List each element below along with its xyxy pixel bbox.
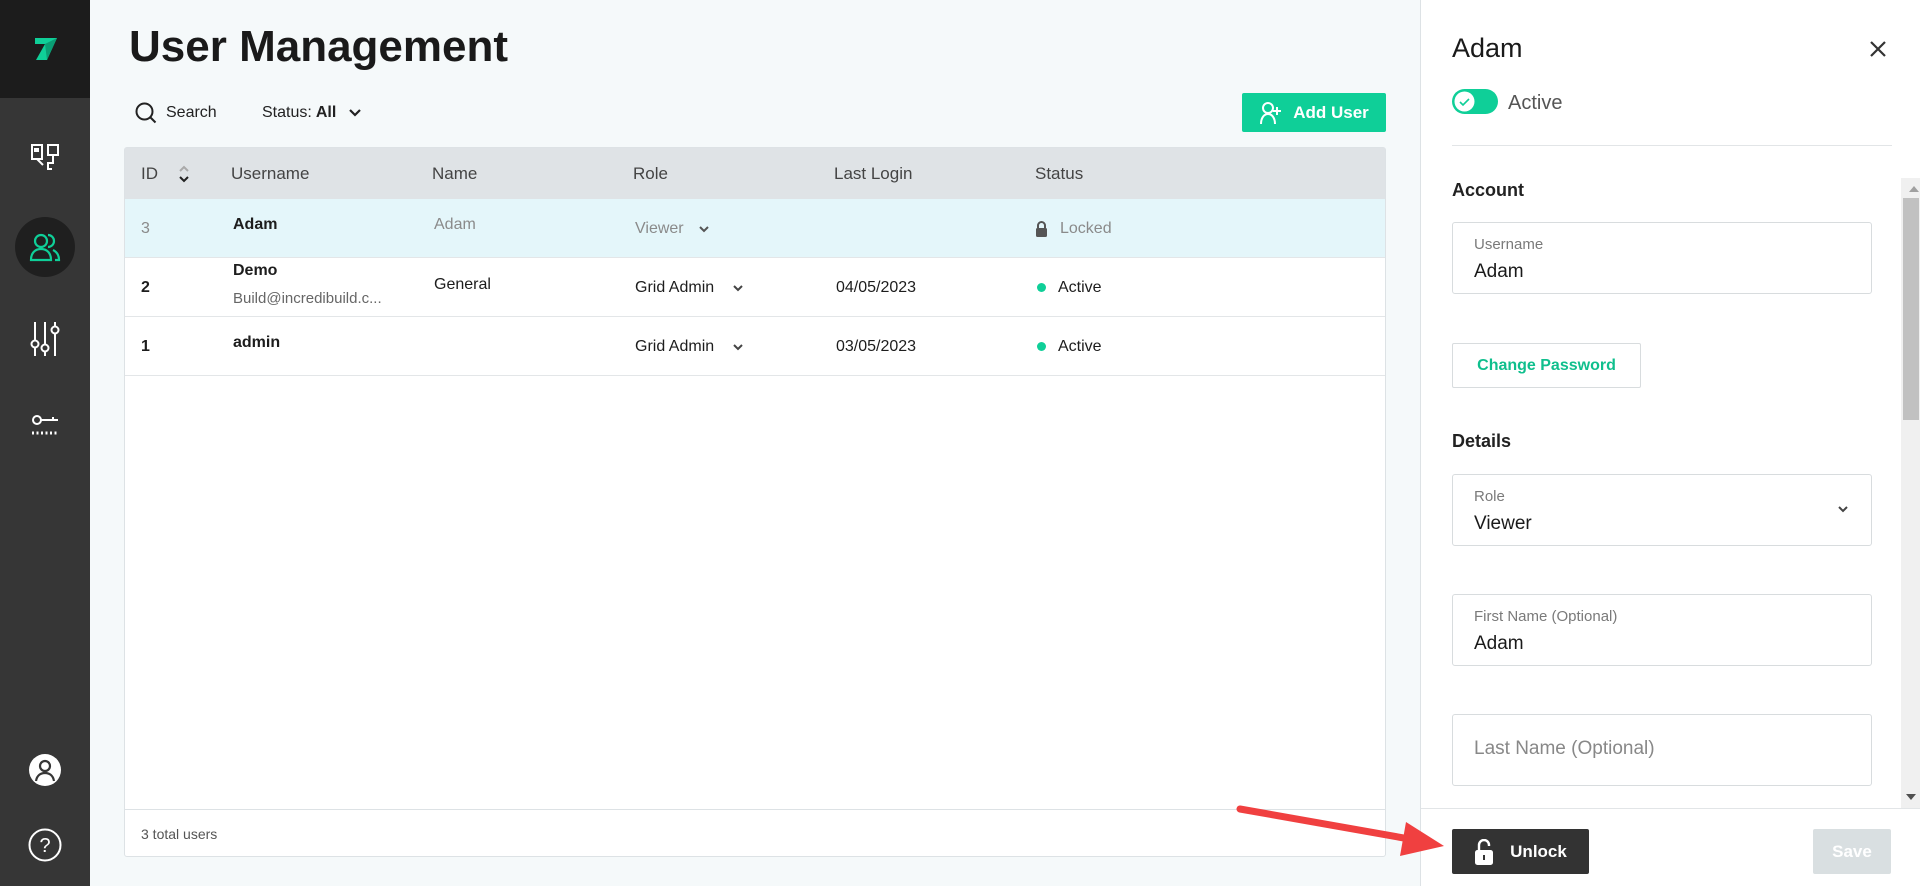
panel-title: Adam [1452,33,1523,63]
details-heading: Details [1452,431,1512,451]
column-header-last-login: Last Login [834,164,913,183]
active-dot-icon [1037,283,1046,292]
help-icon: ? [28,828,62,862]
username-value: Adam [1474,261,1524,282]
chevron-down-icon [698,225,709,232]
cell-username: Demo [233,262,278,279]
svg-text:?: ? [39,835,50,857]
logo-icon [35,38,57,60]
close-icon[interactable] [1869,40,1887,58]
cell-name: General [434,275,491,293]
username-label: Username [1474,236,1544,253]
role-dropdown[interactable]: Grid Admin [635,258,744,317]
column-header-username: Username [231,164,310,183]
status-filter-label: Status: [262,104,312,121]
divider [1421,808,1920,809]
scroll-down-icon[interactable] [1906,794,1916,800]
settings-sliders-icon [30,322,60,356]
save-button[interactable]: Save [1813,829,1891,874]
divider [1452,145,1892,146]
cell-username: admin [233,333,281,351]
sort-icon[interactable] [177,163,191,185]
scrollbar-thumb[interactable] [1903,198,1919,420]
username-field[interactable]: Username Adam [1452,222,1872,294]
table-header: ID Username Name Role Last Login Status [125,148,1385,199]
sidebar-item-profile[interactable] [0,740,90,800]
role-label: Role [1474,488,1505,505]
users-table: ID Username Name Role Last Login Status … [124,147,1386,857]
status-filter-value: All [315,104,337,121]
sidebar-item-settings[interactable] [0,308,90,368]
column-header-status: Status [1035,164,1084,183]
add-user-button[interactable]: Add User [1242,93,1386,132]
role-dropdown[interactable]: Viewer [635,199,710,258]
cell-name: Adam [434,215,476,233]
cell-email: Build@incredibuild.c... [233,290,382,307]
table-row[interactable]: 2 Demo Build@incredibuild.c... General G… [125,258,1385,317]
check-icon [1454,91,1475,112]
license-key-icon [32,415,58,435]
logo[interactable] [0,0,90,98]
column-header-name: Name [432,164,478,183]
cell-id: 2 [141,278,150,296]
cell-last-login: 04/05/2023 [836,278,917,296]
chevron-down-icon [1838,506,1848,513]
search-label: Search [166,104,217,121]
table-row[interactable]: 3 Adam Adam Viewer Locked [125,199,1385,258]
status-filter-dropdown[interactable]: Status: All [262,100,364,126]
add-user-icon [1260,101,1282,124]
scroll-up-icon[interactable] [1909,186,1919,192]
search-button[interactable]: Search [134,100,217,126]
sidebar-item-help[interactable]: ? [0,815,90,875]
column-header-id[interactable]: ID [141,164,158,183]
build-monitor-icon [31,144,59,170]
unlock-icon [1475,838,1494,865]
cell-id: 1 [141,337,150,355]
unlock-button[interactable]: Unlock [1452,829,1589,874]
add-user-label: Add User [1293,102,1369,122]
sidebar: ? [0,0,90,886]
search-icon [135,102,157,124]
active-label: Active [1508,92,1563,114]
role-value: Viewer [1474,513,1532,534]
last-name-placeholder: Last Name (Optional) [1474,738,1655,759]
table-row[interactable]: 1 admin Grid Admin 03/05/2023 Active [125,317,1385,376]
sidebar-item-build-monitor[interactable] [0,127,90,187]
account-heading: Account [1452,180,1524,200]
cell-last-login: 03/05/2023 [836,337,917,355]
role-value: Grid Admin [635,337,715,355]
column-header-role: Role [633,164,668,183]
cell-username: Adam [233,215,278,233]
cell-id: 3 [141,219,150,237]
first-name-label: First Name (Optional) [1474,608,1618,625]
user-profile-icon [29,754,61,786]
page-title: User Management [129,22,509,71]
annotation-arrow-icon [1236,805,1444,856]
role-value: Grid Admin [635,278,715,296]
chevron-down-icon [733,343,743,350]
table-footer: 3 total users [125,809,1385,857]
role-select[interactable]: Role Viewer [1452,474,1872,546]
status-text: Active [1058,337,1102,355]
status-text: Locked [1060,219,1112,237]
status-text: Active [1058,278,1102,296]
user-details-panel: Adam Active Account Username Adam Change… [1420,0,1920,886]
active-toggle[interactable] [1452,89,1498,114]
change-password-button[interactable]: Change Password [1452,343,1641,388]
scrollbar[interactable] [1901,178,1920,808]
last-name-field[interactable]: Last Name (Optional) [1452,714,1872,786]
role-value: Viewer [635,219,684,237]
role-dropdown[interactable]: Grid Admin [635,317,744,376]
users-icon [29,233,61,262]
lock-icon [1036,220,1047,237]
first-name-value: Adam [1474,633,1524,654]
chevron-down-icon [733,284,743,291]
sidebar-item-license[interactable] [0,396,90,456]
unlock-label: Unlock [1510,841,1567,861]
active-dot-icon [1037,342,1046,351]
chevron-down-icon [349,109,362,117]
sidebar-item-users[interactable] [0,217,90,277]
first-name-field[interactable]: First Name (Optional) Adam [1452,594,1872,666]
